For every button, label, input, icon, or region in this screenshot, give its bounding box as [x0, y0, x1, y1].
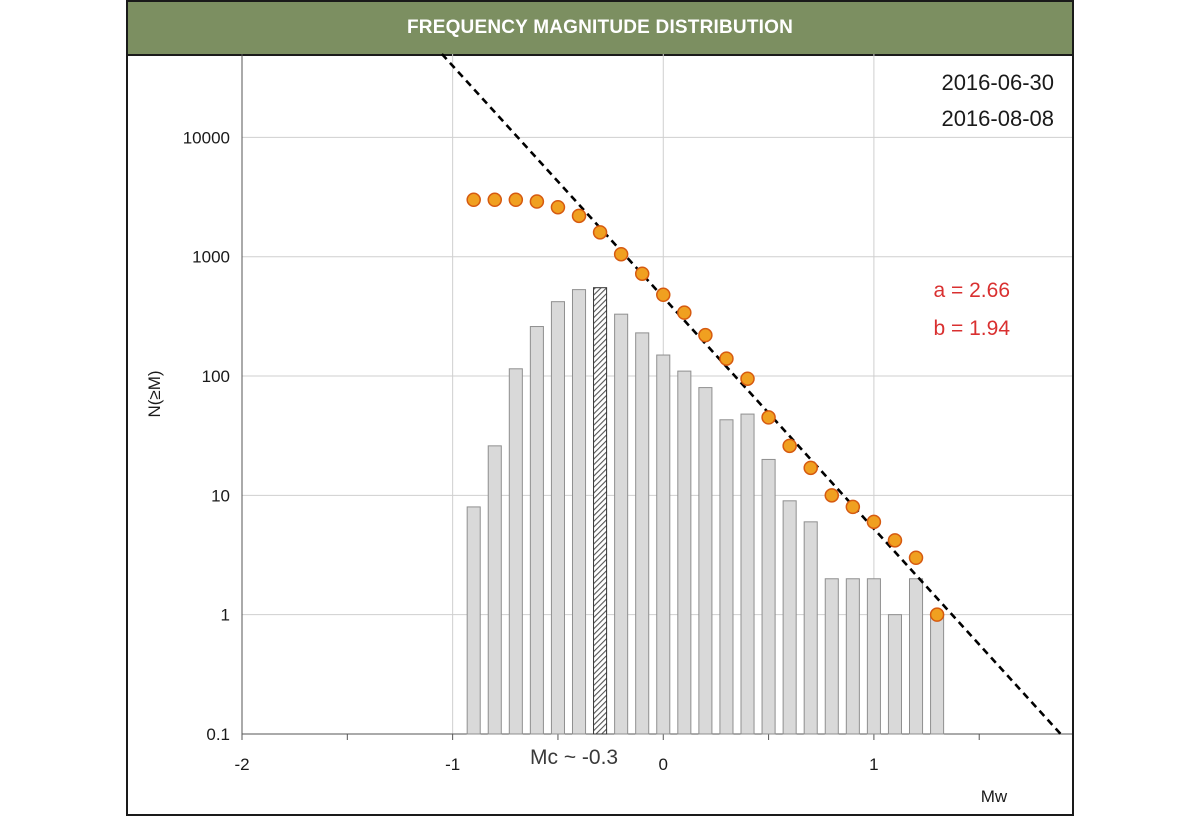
cumulative-point — [845, 499, 861, 515]
histogram-bar — [740, 413, 755, 735]
cumulative-point — [908, 550, 924, 566]
histogram-bar — [866, 578, 881, 735]
cumulative-point — [824, 488, 840, 503]
y-tick-label: 100 — [202, 367, 230, 386]
y-tick-label: 10 — [211, 486, 230, 505]
x-tick-label: -1 — [445, 755, 460, 774]
cumulative-point — [487, 192, 503, 208]
chart-panel: FREQUENCY MAGNITUDE DISTRIBUTION 0.1 1 10 1… — [126, 0, 1074, 816]
histogram-bar — [782, 500, 797, 735]
histogram-bar — [803, 521, 818, 735]
fmd-chart: 0.1 1 10 100 1000 10000 -2 -1 0 1 Mw N(≥M) 2016-06-3… — [145, 53, 1072, 806]
b-value-label: b = 1.94 — [934, 317, 1011, 340]
cumulative-point — [508, 192, 524, 208]
cumulative-point — [656, 287, 671, 303]
histogram-bar — [508, 368, 523, 735]
gutenberg-richter-fit-line — [440, 53, 1062, 735]
histogram-bar — [824, 578, 839, 735]
cumulative-point — [761, 410, 776, 425]
y-tick-label: 1 — [221, 606, 230, 625]
mc-label: Mc ~ -0.3 — [530, 746, 618, 769]
cumulative-point — [719, 351, 734, 366]
histogram-bar — [845, 578, 860, 735]
cumulative-point — [466, 192, 481, 208]
cumulative-point — [782, 438, 797, 454]
histogram-bar — [614, 313, 629, 735]
histogram-bar — [635, 332, 650, 735]
cumulative-point — [887, 533, 903, 548]
title-bar: FREQUENCY MAGNITUDE DISTRIBUTION — [128, 2, 1072, 56]
x-tick-label: 1 — [869, 755, 878, 774]
x-tick-label: -2 — [234, 755, 249, 774]
y-tick-label: 1000 — [192, 248, 230, 267]
histogram-bar — [656, 354, 671, 735]
x-tick-label: 0 — [659, 755, 668, 774]
histogram-bar — [761, 458, 776, 735]
mc-highlight-bar — [593, 287, 608, 735]
cumulative-point — [929, 607, 945, 622]
date-start-label: 2016-06-30 — [941, 70, 1054, 95]
histogram-bar — [677, 370, 692, 735]
histogram-bar — [930, 614, 945, 735]
cumulative-point — [740, 371, 755, 386]
histogram-bar — [908, 578, 924, 735]
histogram-bar — [698, 387, 713, 735]
cumulative-point — [677, 305, 692, 320]
x-axis-label: Mw — [981, 787, 1008, 806]
histogram-bar — [529, 326, 544, 735]
cumulative-point — [571, 208, 587, 224]
cumulative-point — [698, 327, 713, 343]
cumulative-point — [866, 514, 882, 530]
y-axis-label: N(≥M) — [145, 370, 164, 417]
cumulative-point — [634, 266, 650, 281]
cumulative-point — [613, 246, 629, 262]
chart-title: FREQUENCY MAGNITUDE DISTRIBUTION — [406, 17, 794, 38]
histogram-bar — [887, 614, 902, 735]
cumulative-point — [592, 225, 608, 240]
cumulative-point — [803, 460, 818, 476]
cumulative-point — [550, 199, 566, 215]
cumulative-point — [529, 194, 545, 209]
histogram-bar — [487, 445, 502, 735]
histogram-bar — [466, 506, 481, 735]
histogram-bar — [719, 419, 734, 735]
histogram-bar — [571, 289, 587, 735]
a-value-label: a = 2.66 — [934, 279, 1010, 302]
y-tick-label: 10000 — [183, 128, 230, 147]
y-tick-label: 0.1 — [206, 725, 230, 744]
histogram-bar — [550, 301, 565, 735]
date-end-label: 2016-08-08 — [941, 106, 1054, 131]
